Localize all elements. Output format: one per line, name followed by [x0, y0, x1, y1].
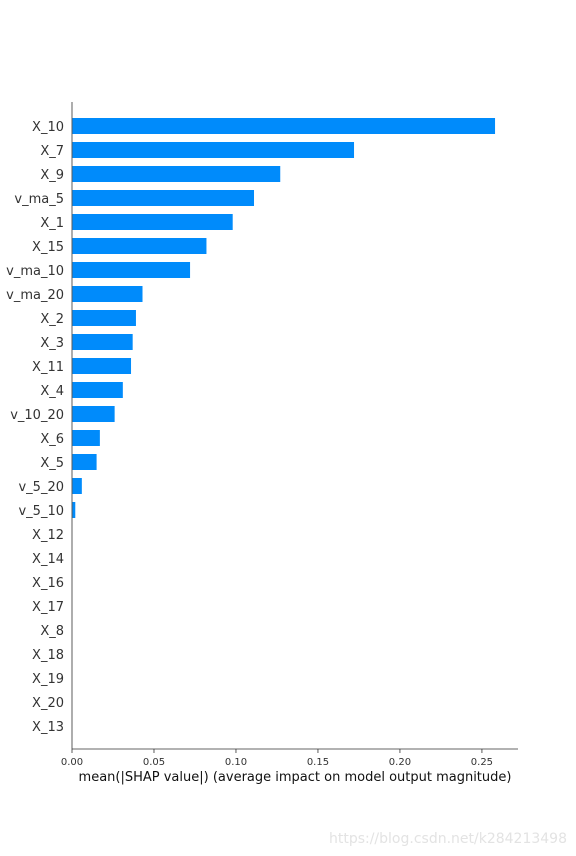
feature-label-X_2: X_2: [40, 312, 64, 327]
bar-X_4: [72, 382, 123, 398]
feature-label-X_13: X_13: [32, 720, 64, 735]
x-tick-label: 0.15: [307, 757, 329, 768]
bar-X_9: [72, 166, 281, 182]
feature-label-v_ma_5: v_ma_5: [14, 192, 64, 207]
feature-label-X_14: X_14: [32, 552, 64, 567]
x-tick-label: 0.20: [389, 757, 411, 768]
bar-X_2: [72, 310, 136, 326]
bar-X_11: [72, 358, 132, 374]
feature-label-X_9: X_9: [40, 168, 64, 183]
feature-label-X_6: X_6: [40, 432, 64, 447]
x-axis-label: mean(|SHAP value|) (average impact on mo…: [79, 770, 512, 785]
feature-label-X_12: X_12: [32, 528, 64, 543]
feature-label-X_16: X_16: [32, 576, 64, 591]
bars-group: [72, 118, 496, 518]
x-tick-label: 0.10: [225, 757, 247, 768]
bar-X_15: [72, 238, 207, 254]
bar-v_ma_5: [72, 190, 255, 206]
bar-X_7: [72, 142, 355, 158]
feature-label-X_7: X_7: [40, 144, 64, 159]
feature-label-X_20: X_20: [32, 696, 64, 711]
feature-label-X_10: X_10: [32, 120, 64, 135]
feature-label-X_17: X_17: [32, 600, 64, 615]
feature-label-v_ma_10: v_ma_10: [6, 264, 64, 279]
x-tick-label: 0.00: [61, 757, 83, 768]
feature-label-v_5_20: v_5_20: [18, 480, 64, 495]
x-ticks-group: 0.00 0.05 0.10 0.15 0.20 0.25: [61, 749, 493, 768]
feature-label-X_3: X_3: [40, 336, 64, 351]
feature-label-X_1: X_1: [40, 216, 64, 231]
watermark-text: https://blog.csdn.net/k284213498: [329, 831, 567, 847]
bar-v_10_20: [72, 406, 115, 422]
feature-label-X_4: X_4: [40, 384, 64, 399]
feature-label-X_8: X_8: [40, 624, 64, 639]
feature-label-X_19: X_19: [32, 672, 64, 687]
feature-label-X_5: X_5: [40, 456, 64, 471]
feature-label-X_18: X_18: [32, 648, 64, 663]
bar-v_5_10: [72, 502, 76, 518]
bar-X_6: [72, 430, 100, 446]
feature-label-X_11: X_11: [32, 360, 64, 375]
bar-X_1: [72, 214, 233, 230]
x-tick-label: 0.25: [471, 757, 493, 768]
feature-label-v_5_10: v_5_10: [18, 504, 64, 519]
bar-X_5: [72, 454, 97, 470]
feature-labels-group: X_10 X_7 X_9 v_ma_5 X_1 X_15 v_ma_10 v_ma_20 X_2…: [6, 120, 64, 735]
bar-X_10: [72, 118, 496, 134]
bar-v_ma_20: [72, 286, 143, 302]
feature-label-v_ma_20: v_ma_20: [6, 288, 64, 303]
bar-X_3: [72, 334, 133, 350]
feature-label-X_15: X_15: [32, 240, 64, 255]
feature-label-v_10_20: v_10_20: [10, 408, 64, 423]
bar-v_ma_10: [72, 262, 191, 278]
bar-v_5_20: [72, 478, 82, 494]
x-tick-label: 0.05: [143, 757, 165, 768]
